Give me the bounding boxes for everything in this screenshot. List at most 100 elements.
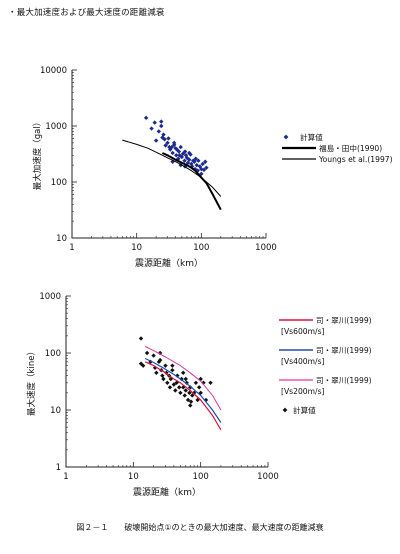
data-point: [163, 143, 168, 148]
data-point: [177, 385, 182, 390]
data-point: [193, 156, 198, 161]
data-point: [200, 161, 205, 167]
data-point: [183, 388, 188, 393]
y-tick-label: 10000: [40, 66, 67, 76]
data-point: [163, 363, 168, 368]
data-point: [143, 115, 149, 121]
data-point: [197, 164, 203, 169]
data-point: [161, 132, 166, 137]
data-point: [204, 165, 209, 170]
legend-label-sub: [Vs200m/s]: [281, 387, 325, 396]
x-axis-title: 震源距離（km）: [135, 257, 203, 269]
data-point: [195, 397, 200, 403]
data-point: [170, 367, 175, 373]
legend-label-sub: [Vs400m/s]: [281, 357, 325, 366]
x-tick-label: 10: [131, 243, 142, 253]
x-tick-label: 100: [193, 472, 209, 482]
data-point: [159, 119, 164, 124]
data-point: [188, 399, 194, 404]
data-point: [190, 393, 195, 398]
data-point: [185, 397, 191, 403]
data-point: [167, 385, 173, 390]
data-point: [152, 120, 157, 125]
section-heading: ・最大加速度および最大速度の距離減衰: [8, 8, 165, 18]
data-point: [159, 123, 164, 129]
data-point: [182, 149, 188, 154]
data-point: [193, 380, 199, 386]
series-line: [122, 139, 222, 197]
x-tick-label: 10: [128, 472, 139, 482]
data-point: [208, 380, 213, 386]
y-tick-label: 1000: [45, 122, 67, 132]
y-tick-label: 10: [50, 406, 61, 416]
legend-label-sub: [Vs600m/s]: [281, 327, 325, 336]
x-tick-label: 1000: [255, 243, 277, 253]
legend-label: 計算値: [293, 405, 316, 415]
y-axis-title: 最大速度（kine）: [26, 347, 37, 416]
legend-label: 司・翠川(1999): [316, 376, 372, 385]
data-point: [203, 159, 208, 164]
x-axis-title: 震源距離（km）: [133, 486, 201, 498]
data-point: [171, 140, 177, 146]
chart-1: 1 10 100 100010100100010000震源距離（km）最大加速度（ga…: [32, 66, 393, 269]
data-point: [203, 397, 209, 403]
x-tick-label: 100: [193, 243, 209, 253]
legend-marker: [283, 134, 289, 140]
data-point: [171, 382, 177, 387]
y-axis-title: 最大加速度（gal）: [32, 118, 43, 190]
data-point: [182, 158, 187, 163]
data-point: [196, 158, 201, 163]
data-point: [138, 336, 144, 341]
series-line: [144, 361, 222, 431]
data-point: [156, 129, 162, 134]
data-point: [170, 363, 175, 368]
data-point: [154, 370, 159, 375]
data-point: [180, 370, 186, 375]
y-tick-label: 1000: [39, 292, 61, 302]
series-line: [144, 346, 222, 411]
x-tick-label: 1: [69, 243, 74, 253]
data-point: [165, 380, 170, 386]
data-point: [183, 376, 188, 382]
legend-label: Youngs et al.(1997): [318, 155, 393, 164]
x-tick-label: 1000: [257, 472, 279, 482]
legend-label: 司・翠川(1999): [316, 316, 372, 325]
data-point: [187, 157, 192, 162]
data-point: [178, 390, 183, 396]
data-point: [157, 357, 163, 363]
data-point: [144, 350, 150, 356]
data-point: [178, 144, 183, 150]
data-point: [196, 385, 202, 390]
series-line: [161, 152, 222, 211]
data-point: [149, 126, 154, 131]
data-point: [160, 373, 165, 378]
data-point: [188, 403, 193, 408]
data-point: [170, 150, 175, 156]
data-point: [174, 153, 179, 158]
y-tick-label: 100: [45, 349, 61, 359]
y-tick-label: 100: [51, 178, 67, 188]
axis-frame: [71, 70, 266, 239]
legend: 司・翠川(1999) [Vs600m/s] 司・翠川(1999) [Vs400m/s]…: [279, 316, 372, 415]
data-point: [161, 376, 166, 382]
data-point: [191, 390, 197, 396]
data-point: [173, 388, 178, 393]
data-point: [166, 136, 171, 141]
data-point: [187, 390, 192, 396]
legend-label: 福島・田中(1990): [319, 143, 382, 153]
data-point: [160, 135, 165, 140]
data-point: [162, 137, 167, 142]
data-point: [176, 149, 182, 154]
data-point: [187, 150, 192, 156]
figure-caption: 図２－１ 破壊開始点①のときの最大加速度、最大速度の距離減衰: [76, 523, 324, 532]
data-point: [151, 353, 156, 358]
series-line: [144, 357, 222, 423]
data-point: [165, 140, 170, 146]
legend-label: 司・翠川(1999): [316, 346, 372, 355]
x-tick-label: 1: [63, 472, 68, 482]
data-point: [157, 350, 163, 356]
data-point: [201, 167, 207, 173]
